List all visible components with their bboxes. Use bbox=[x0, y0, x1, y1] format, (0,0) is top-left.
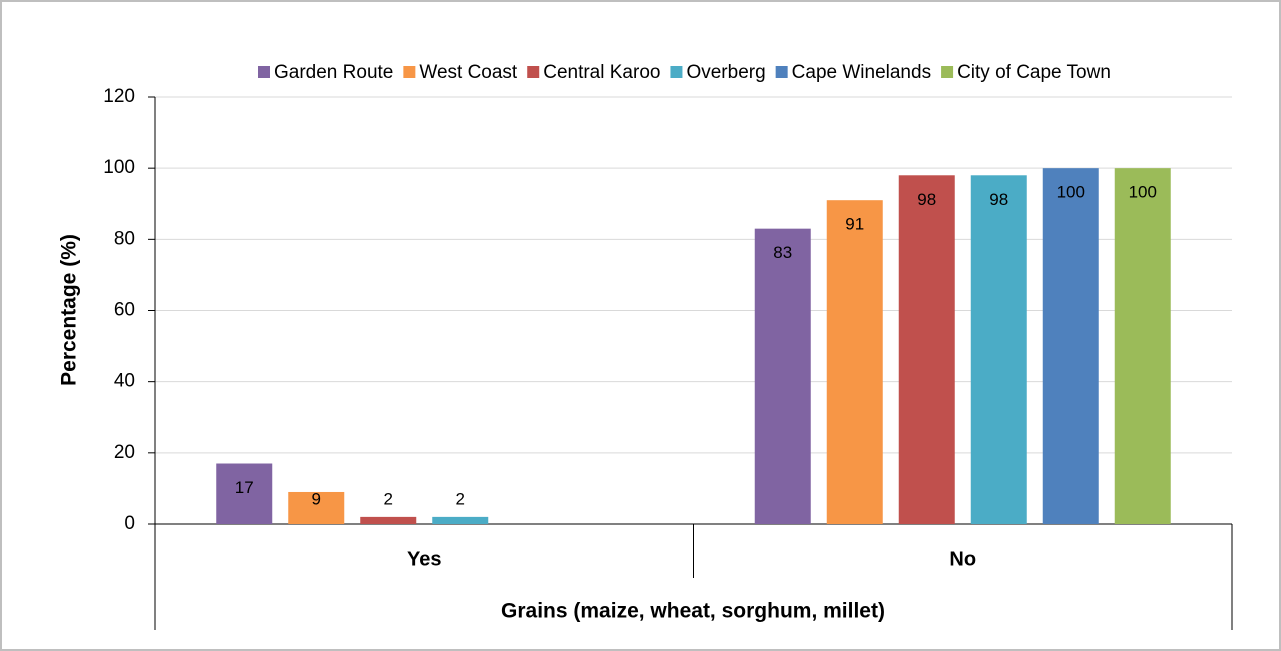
x-tick-label: Yes bbox=[407, 548, 441, 570]
value-label: 2 bbox=[384, 489, 393, 508]
value-label: 2 bbox=[456, 489, 465, 508]
y-tick-label: 120 bbox=[103, 86, 135, 107]
bar bbox=[754, 228, 811, 525]
y-tick-label: 100 bbox=[103, 157, 135, 178]
bar bbox=[216, 463, 273, 524]
legend-swatch bbox=[258, 66, 270, 78]
y-axis-title: Percentage (%) bbox=[58, 234, 81, 386]
value-label: 83 bbox=[773, 243, 792, 262]
y-tick-label: 80 bbox=[114, 228, 135, 249]
legend-swatch bbox=[775, 66, 788, 78]
y-tick-label: 40 bbox=[114, 371, 135, 392]
legend-label: Central Karoo bbox=[543, 62, 660, 83]
value-label: 98 bbox=[989, 190, 1008, 209]
bar bbox=[360, 516, 417, 524]
legend-swatch bbox=[527, 66, 540, 78]
x-axis-title: Grains (maize, wheat, sorghum, millet) bbox=[501, 600, 885, 623]
legend-label: West Coast bbox=[419, 62, 518, 83]
legend-swatch bbox=[403, 66, 416, 78]
y-tick-label: 0 bbox=[124, 513, 135, 534]
value-label: 100 bbox=[1057, 183, 1085, 202]
x-tick-label: No bbox=[949, 548, 976, 570]
legend-swatch bbox=[941, 66, 954, 78]
bar bbox=[970, 175, 1027, 525]
bar bbox=[826, 200, 883, 525]
value-label: 100 bbox=[1129, 183, 1157, 202]
y-tick-label: 20 bbox=[114, 442, 135, 463]
value-label: 91 bbox=[845, 215, 864, 234]
legend-label: Cape Winelands bbox=[792, 62, 931, 83]
value-label: 9 bbox=[312, 489, 321, 508]
value-label: 17 bbox=[235, 478, 254, 497]
bar bbox=[1042, 168, 1099, 524]
legend-label: Garden Route bbox=[274, 62, 393, 83]
bar bbox=[898, 175, 955, 525]
legend-swatch bbox=[670, 66, 683, 78]
bar bbox=[432, 516, 489, 524]
bar bbox=[1114, 168, 1171, 524]
legend-label: City of Cape Town bbox=[957, 62, 1111, 83]
value-label: 98 bbox=[917, 190, 936, 209]
legend-label: Overberg bbox=[686, 62, 765, 83]
y-tick-label: 60 bbox=[114, 300, 135, 321]
bar bbox=[288, 491, 345, 524]
